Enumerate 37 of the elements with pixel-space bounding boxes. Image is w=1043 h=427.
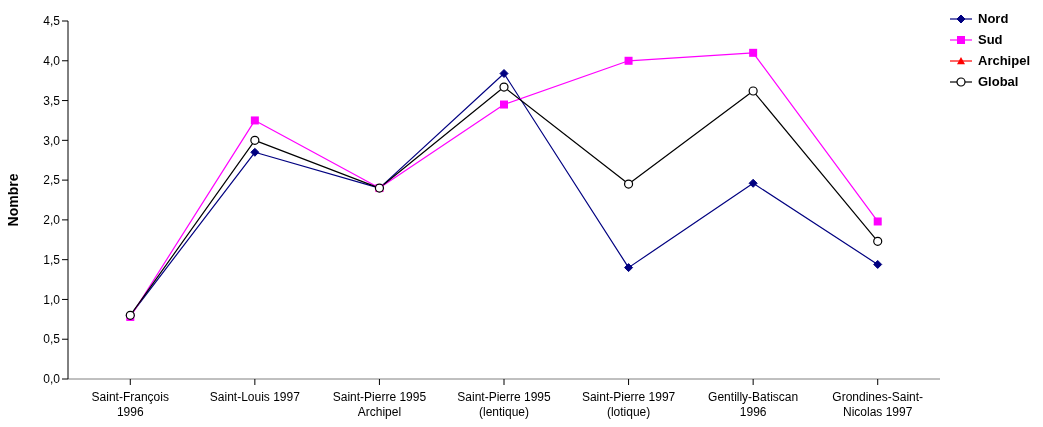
point bbox=[873, 217, 882, 226]
x-tick-label: Saint-Pierre 1995 Archipel bbox=[332, 390, 427, 419]
point bbox=[250, 147, 260, 157]
y-tick-label: 2,0 bbox=[43, 213, 61, 228]
point bbox=[749, 48, 758, 57]
y-tick-label: 3,0 bbox=[43, 133, 61, 148]
y-tick-label: 0,0 bbox=[43, 372, 61, 387]
y-tick-label: 3,5 bbox=[43, 93, 61, 108]
point bbox=[873, 259, 883, 269]
y-tick-label: 2,5 bbox=[43, 173, 61, 188]
y-axis-title: Nombre bbox=[4, 173, 21, 227]
point bbox=[500, 100, 508, 109]
point bbox=[748, 178, 758, 188]
y-tick-label: 1,5 bbox=[43, 252, 61, 267]
y-tick-label: 0,5 bbox=[43, 332, 61, 347]
y-tick-label: 4,0 bbox=[43, 54, 61, 69]
legend-label: Archipel bbox=[978, 53, 1031, 68]
point bbox=[250, 116, 259, 125]
x-tick-label: Saint-Pierre 1997 (lotique) bbox=[581, 390, 676, 419]
point bbox=[748, 86, 758, 96]
point bbox=[873, 236, 883, 246]
point bbox=[624, 56, 633, 65]
point bbox=[499, 69, 509, 79]
point bbox=[499, 82, 509, 92]
y-tick-label: 4,5 bbox=[43, 14, 61, 29]
point bbox=[250, 135, 260, 145]
x-tick-label: Saint-François 1996 bbox=[91, 390, 169, 419]
point bbox=[623, 179, 634, 189]
x-tick-label: Gentilly-Batiscan 1996 bbox=[708, 390, 799, 419]
x-tick-label: Grondines-Saint-Nicolas 1997 bbox=[832, 390, 924, 419]
y-tick-label: 1,0 bbox=[43, 292, 61, 307]
point bbox=[624, 263, 634, 273]
legend-label: Nord bbox=[978, 11, 1009, 26]
x-tick-label: Saint-Louis 1997 bbox=[209, 390, 301, 404]
legend-label: Global bbox=[978, 74, 1019, 89]
legend-label: Sud bbox=[978, 32, 1003, 47]
x-tick-label: Saint-Pierre 1995 (lentique) bbox=[457, 390, 552, 419]
